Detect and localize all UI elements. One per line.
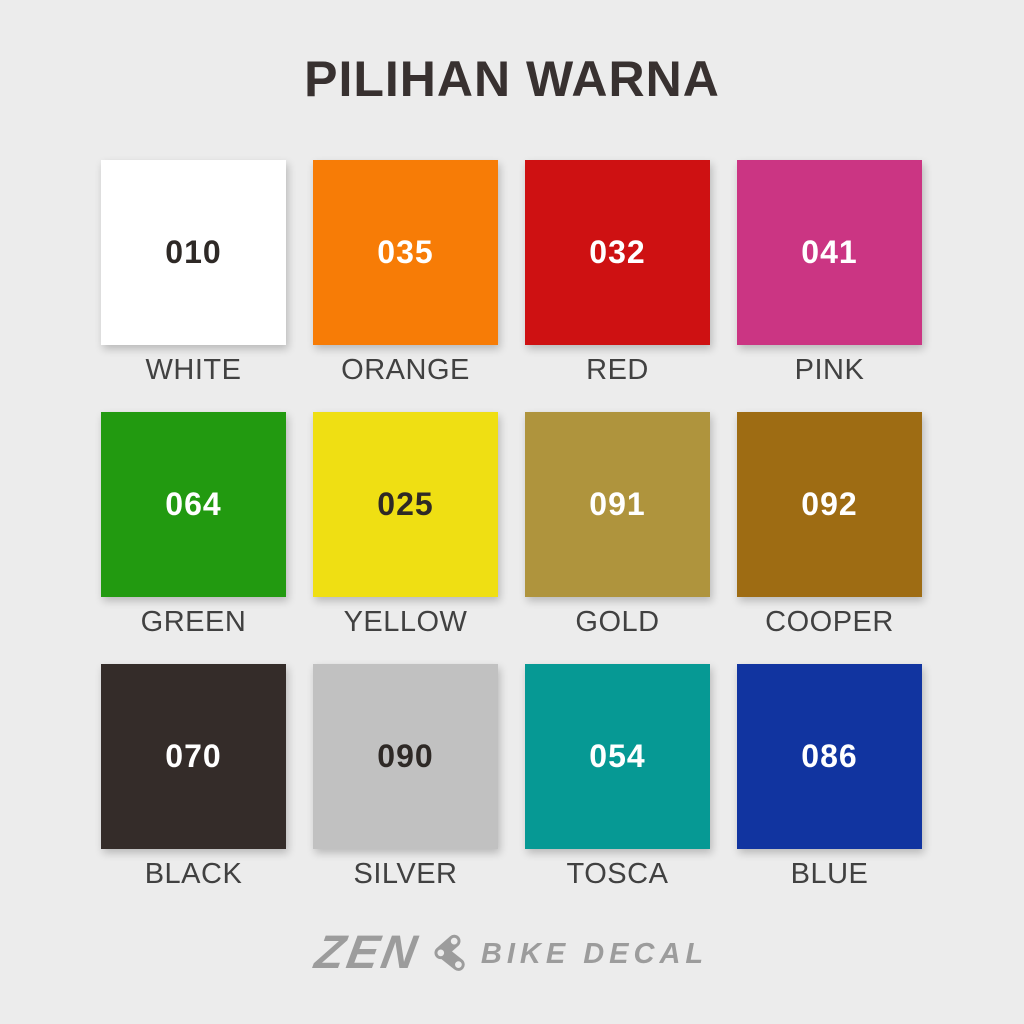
color-name-label: BLACK — [144, 858, 243, 890]
color-code: 092 — [801, 486, 858, 522]
color-name-label: RED — [586, 354, 649, 386]
color-swatch-grid: 010 WHITE 035 ORANGE 032 RED 041 PINK — [101, 160, 922, 891]
brand-logo: ZEN BIKE DECAL — [0, 925, 1024, 978]
color-swatch: 090 — [313, 664, 498, 849]
color-code: 054 — [589, 738, 646, 774]
color-code: 010 — [165, 234, 222, 270]
color-name-label: YELLOW — [343, 606, 468, 638]
color-code: 090 — [377, 738, 434, 774]
color-swatch: 070 — [101, 664, 286, 849]
color-code: 064 — [165, 486, 222, 522]
color-swatch: 064 — [101, 412, 286, 597]
color-swatch: 032 — [525, 160, 710, 345]
color-code: 025 — [377, 486, 434, 522]
color-swatch-cell: 070 BLACK — [101, 664, 286, 891]
color-swatch-cell: 041 PINK — [737, 160, 922, 387]
color-code: 086 — [801, 738, 858, 774]
color-name-label: COOPER — [765, 606, 894, 638]
color-swatch-cell: 092 COOPER — [737, 412, 922, 639]
color-name-label: ORANGE — [341, 354, 470, 386]
color-swatch: 035 — [313, 160, 498, 345]
color-swatch-cell: 090 SILVER — [313, 664, 498, 891]
color-swatch: 010 — [101, 160, 286, 345]
color-swatch: 092 — [737, 412, 922, 597]
logo-bike-decal-text: BIKE DECAL — [480, 938, 709, 970]
color-name-label: PINK — [794, 354, 865, 386]
page-title: PILIHAN WARNA — [304, 51, 720, 107]
color-swatch: 025 — [313, 412, 498, 597]
color-swatch: 054 — [525, 664, 710, 849]
color-swatch-cell: 086 BLUE — [737, 664, 922, 891]
color-swatch-cell: 035 ORANGE — [313, 160, 498, 387]
color-swatch-cell: 032 RED — [525, 160, 710, 387]
color-name-label: WHITE — [145, 354, 242, 386]
color-swatch-cell: 025 YELLOW — [313, 412, 498, 639]
chain-link-icon — [434, 934, 465, 971]
color-code: 035 — [377, 234, 434, 270]
color-swatch: 091 — [525, 412, 710, 597]
color-swatch-cell: 010 WHITE — [101, 160, 286, 387]
color-swatch: 086 — [737, 664, 922, 849]
color-name-label: GREEN — [140, 606, 247, 638]
color-code: 070 — [165, 738, 222, 774]
color-code: 032 — [589, 234, 646, 270]
logo-zen-text: ZEN — [311, 925, 424, 978]
color-name-label: SILVER — [353, 858, 458, 890]
color-swatch-cell: 064 GREEN — [101, 412, 286, 639]
color-name-label: GOLD — [575, 606, 660, 638]
color-code: 091 — [589, 486, 646, 522]
color-name-label: TOSCA — [566, 858, 669, 890]
color-swatch-cell: 091 GOLD — [525, 412, 710, 639]
color-swatch: 041 — [737, 160, 922, 345]
color-name-label: BLUE — [790, 858, 869, 890]
color-code: 041 — [801, 234, 858, 270]
color-swatch-cell: 054 TOSCA — [525, 664, 710, 891]
